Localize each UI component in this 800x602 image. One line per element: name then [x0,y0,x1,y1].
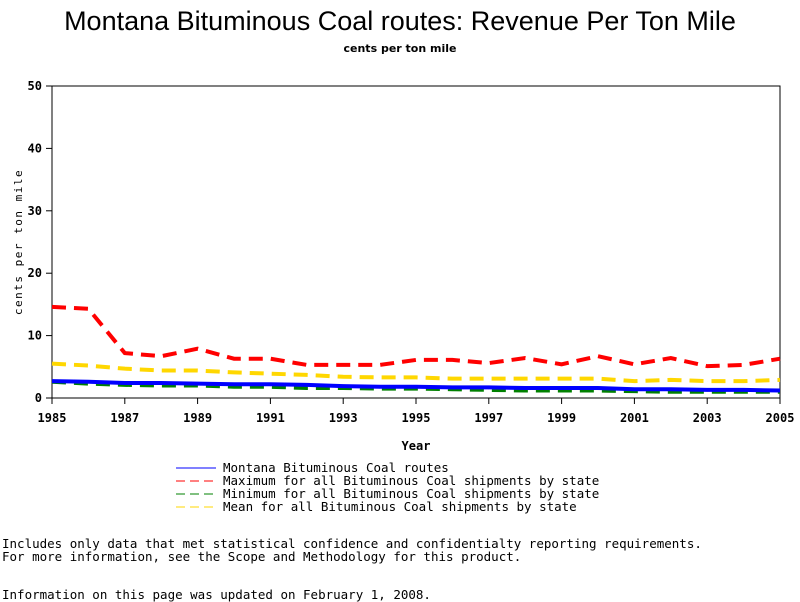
series-line-1 [52,307,780,366]
y-axis-label: cents per ton mile [12,169,25,315]
x-tick-label: 1999 [547,411,576,425]
y-tick-label: 20 [28,266,42,280]
x-tick-label: 1989 [183,411,212,425]
legend-label: Mean for all Bituminous Coal shipments b… [223,499,577,514]
note-methodology: For more information, see the Scope and … [2,549,521,564]
x-tick-label: 2005 [766,411,795,425]
x-tick-label: 1995 [402,411,431,425]
x-tick-label: 2001 [620,411,649,425]
y-tick-label: 30 [28,204,42,218]
y-tick-label: 50 [28,79,42,93]
plot-frame [52,86,780,398]
y-tick-label: 40 [28,141,42,155]
x-tick-label: 1987 [110,411,139,425]
x-axis-label: Year [402,439,431,453]
x-tick-label: 1991 [256,411,285,425]
series-line-3 [52,364,780,381]
x-tick-label: 1997 [474,411,503,425]
x-tick-label: 1993 [329,411,358,425]
y-tick-label: 10 [28,329,42,343]
x-tick-label: 2003 [693,411,722,425]
y-tick-label: 0 [35,391,42,405]
x-tick-label: 1985 [38,411,67,425]
